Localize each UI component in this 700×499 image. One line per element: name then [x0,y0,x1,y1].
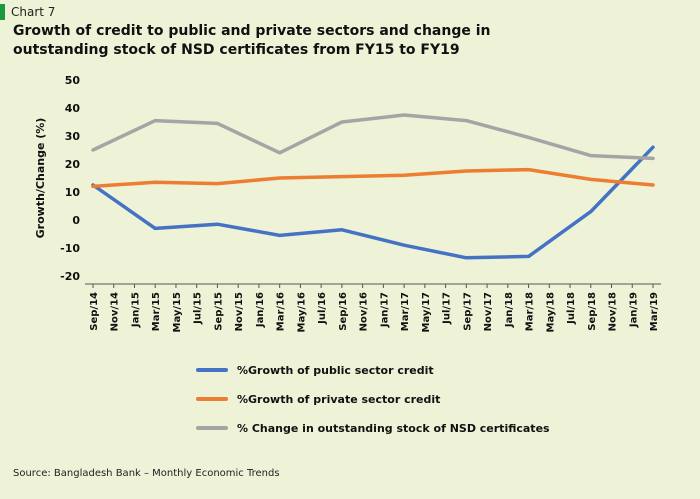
y-axis-label: Growth/Change (%) [34,118,47,239]
y-tick-label: 20 [65,158,81,171]
y-tick-label: 50 [65,74,81,87]
chart-accent-bar [0,4,5,20]
x-tick-label: May/15 [172,292,183,333]
series-line-2 [91,167,655,189]
x-tick-label: Nov/14 [110,292,121,331]
x-tick-label: Sep/17 [462,292,473,331]
legend: %Growth of public sector credit %Growth o… [196,364,550,435]
series-line-3 [91,113,655,161]
x-tick-label: May/16 [296,292,307,333]
x-tick-label: May/17 [421,292,432,333]
x-tick-label: Nov/15 [234,292,245,331]
x-tick-label: Sep/18 [587,292,598,331]
x-tick-label: Nov/18 [608,292,619,331]
y-tick-label: 0 [72,214,80,227]
x-axis: Sep/14 Nov/14 Jan/15 Mar/15 May/15 Jul/15 Sep/… [85,283,661,333]
y-tick-label: 30 [65,130,81,143]
x-tick-label: Sep/15 [213,292,224,331]
x-tick-label: May/18 [545,292,556,333]
series-lines [91,113,655,260]
x-tick-label: Jan/17 [379,292,390,328]
x-tick-label: Jan/18 [504,292,515,328]
x-tick-label: Sep/16 [338,292,349,331]
legend-label: %Growth of private sector credit [237,393,440,406]
x-tick-label: Jan/19 [628,292,639,328]
x-tick-label: Jan/15 [130,292,141,328]
legend-label: % Change in outstanding stock of NSD cer… [237,422,550,435]
x-tick-label: Sep/14 [89,292,100,331]
x-tick-label: Mar/18 [525,292,536,331]
y-tick-label: -20 [60,270,80,283]
chart-title: Growth of credit to public and private s… [13,23,491,58]
chart-number-label: Chart 7 [0,4,55,20]
y-axis-ticks: 50 40 30 20 10 0 -10 -20 [60,74,80,283]
x-tick-label: Jan/16 [255,292,266,328]
x-tick-label: Mar/15 [151,292,162,331]
x-tick-label: Jul/18 [566,292,577,325]
source-note: Source: Bangladesh Bank – Monthly Econom… [13,468,280,479]
x-tick-label: Nov/17 [483,292,494,331]
x-tick-label: Mar/19 [649,292,660,331]
series-line-1 [91,145,655,260]
x-tick-label: Jul/16 [317,292,328,325]
y-tick-label: 10 [65,186,81,199]
y-tick-label: -10 [60,242,80,255]
chart-number: Chart 7 [11,5,56,19]
legend-label: %Growth of public sector credit [237,364,434,377]
x-tick-label: Jul/15 [193,292,204,325]
x-tick-label: Mar/16 [276,292,287,331]
x-tick-label: Nov/16 [359,292,370,331]
x-tick-label: Mar/17 [400,292,411,331]
x-tick-label: Jul/17 [442,292,453,325]
y-tick-label: 40 [65,102,81,115]
